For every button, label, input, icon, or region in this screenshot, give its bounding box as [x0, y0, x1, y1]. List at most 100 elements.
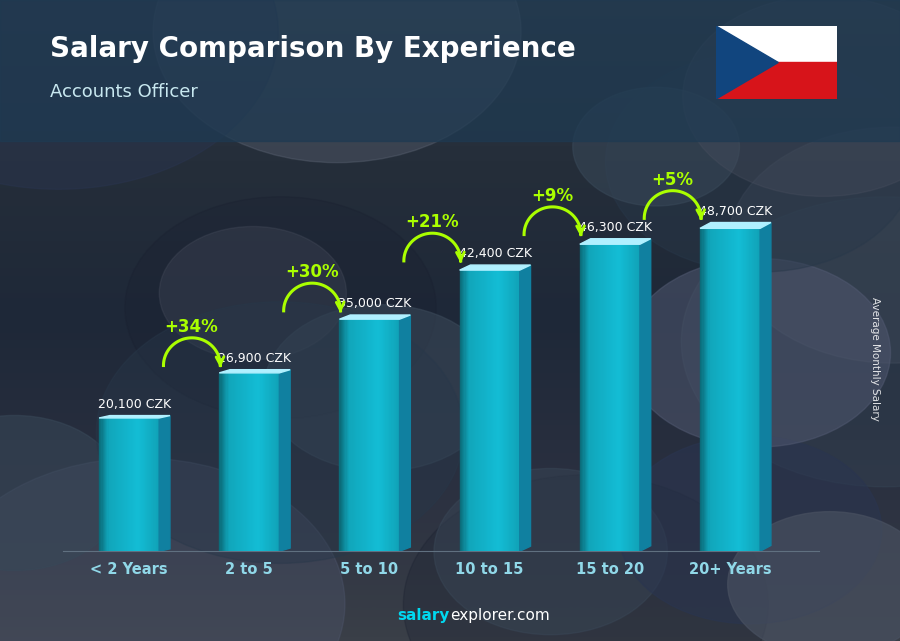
Bar — [274, 373, 276, 551]
Bar — [475, 270, 477, 551]
Bar — [728, 228, 729, 551]
Bar — [460, 270, 461, 551]
Text: 46,300 CZK: 46,300 CZK — [579, 221, 652, 234]
Bar — [364, 319, 366, 551]
Text: 20,100 CZK: 20,100 CZK — [98, 398, 171, 411]
Bar — [346, 319, 348, 551]
Bar — [712, 228, 714, 551]
Bar — [154, 418, 156, 551]
Bar — [360, 319, 361, 551]
Bar — [352, 319, 353, 551]
Bar — [156, 418, 157, 551]
Bar — [263, 373, 264, 551]
Bar — [350, 319, 352, 551]
Bar — [232, 373, 234, 551]
Bar — [231, 373, 233, 551]
Bar — [486, 270, 488, 551]
Text: 42,400 CZK: 42,400 CZK — [459, 247, 532, 260]
Bar — [275, 373, 277, 551]
Bar — [266, 373, 267, 551]
Bar — [381, 319, 382, 551]
Circle shape — [727, 128, 900, 363]
Bar — [700, 228, 701, 551]
Bar — [501, 270, 503, 551]
Bar — [359, 319, 360, 551]
Bar — [491, 270, 492, 551]
Bar — [494, 270, 496, 551]
Bar — [702, 228, 704, 551]
Bar — [498, 270, 500, 551]
Bar — [124, 418, 126, 551]
Bar — [139, 418, 140, 551]
Bar — [268, 373, 270, 551]
Bar — [607, 244, 608, 551]
Bar — [229, 373, 230, 551]
Bar — [632, 244, 633, 551]
Bar — [510, 270, 511, 551]
Bar — [608, 244, 610, 551]
Bar — [396, 319, 398, 551]
Bar — [112, 418, 113, 551]
Bar — [344, 319, 346, 551]
Bar — [117, 418, 119, 551]
Bar — [619, 244, 621, 551]
Bar — [626, 244, 627, 551]
Bar — [122, 418, 123, 551]
Bar — [468, 270, 470, 551]
Bar — [730, 228, 732, 551]
Bar — [245, 373, 246, 551]
Bar — [471, 270, 472, 551]
Bar — [716, 62, 837, 99]
Bar — [243, 373, 245, 551]
Polygon shape — [279, 370, 290, 551]
Bar — [628, 244, 629, 551]
Bar — [379, 319, 381, 551]
Polygon shape — [580, 238, 651, 244]
Bar — [633, 244, 634, 551]
Bar — [121, 418, 122, 551]
Bar — [250, 373, 252, 551]
Bar — [158, 418, 159, 551]
Bar — [120, 418, 121, 551]
Bar — [587, 244, 589, 551]
Circle shape — [125, 197, 436, 419]
Circle shape — [434, 469, 668, 635]
Bar — [349, 319, 350, 551]
Bar — [342, 319, 343, 551]
Bar — [461, 270, 463, 551]
Bar — [107, 418, 109, 551]
Bar — [348, 319, 349, 551]
Bar — [153, 418, 155, 551]
Bar — [754, 228, 755, 551]
Bar — [382, 319, 384, 551]
Bar — [611, 244, 613, 551]
Bar — [753, 228, 754, 551]
Bar — [626, 244, 628, 551]
Text: Average Monthly Salary: Average Monthly Salary — [869, 297, 880, 421]
Bar — [116, 418, 117, 551]
Bar — [265, 373, 266, 551]
Bar — [138, 418, 139, 551]
Bar — [711, 228, 712, 551]
Polygon shape — [339, 315, 410, 319]
Bar — [278, 373, 280, 551]
Circle shape — [683, 0, 900, 196]
Bar — [604, 244, 606, 551]
Bar — [723, 228, 724, 551]
Bar — [260, 373, 262, 551]
Bar — [368, 319, 370, 551]
Circle shape — [618, 436, 882, 624]
Bar — [616, 244, 617, 551]
Bar — [241, 373, 242, 551]
Bar — [123, 418, 124, 551]
Bar — [630, 244, 632, 551]
Bar — [239, 373, 241, 551]
Circle shape — [153, 0, 521, 163]
Text: Accounts Officer: Accounts Officer — [50, 83, 197, 101]
Bar — [740, 228, 741, 551]
Bar — [253, 373, 255, 551]
Text: +34%: +34% — [165, 318, 219, 336]
Bar — [726, 228, 728, 551]
Polygon shape — [400, 315, 410, 551]
Polygon shape — [760, 222, 771, 551]
